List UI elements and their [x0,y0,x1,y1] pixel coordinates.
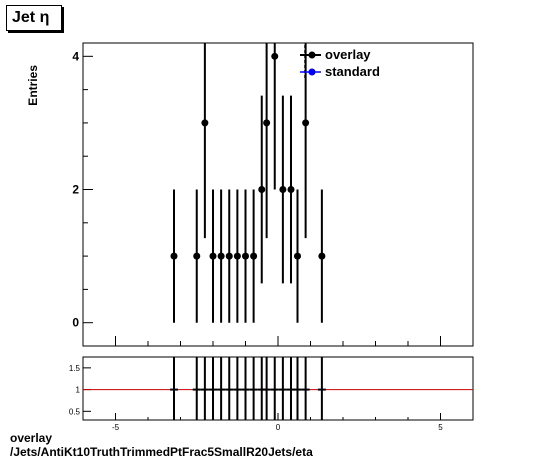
data-point [318,252,326,260]
main-plot-frame [82,42,474,347]
legend-overlay-marker [308,51,316,59]
data-point [294,252,301,260]
data-point [225,252,233,260]
caption-line-1: overlay [10,431,53,445]
legend-overlay-label: overlay [325,47,371,62]
legend-standard-label: standard [325,64,380,79]
ratio-x-tick-label: 0 [276,423,281,432]
y-tick-label: 2 [72,183,79,197]
ratio-x-tick-label: -5 [112,423,120,432]
data-point [209,252,217,260]
ratio-x-tick-label: 5 [438,423,443,432]
data-point [302,119,310,127]
legend-standard-marker [308,68,316,76]
ratio-y-tick-label: 0.5 [69,407,81,416]
ratio-plot-frame [82,356,474,421]
data-point [279,186,287,194]
data-point [201,119,209,127]
data-point [271,52,279,60]
caption-line-2: /Jets/AntiKt10TruthTrimmedPtFrac5SmallR2… [10,445,313,459]
y-tick-label: 0 [72,316,79,330]
data-point [242,252,249,260]
data-point [233,252,241,260]
data-point [258,186,266,194]
chart-title: Jet η [6,5,62,31]
data-point [170,252,178,260]
legend: overlay standard [300,45,380,79]
data-point [217,252,225,260]
data-point [287,186,295,194]
ratio-y-tick-label: 1.5 [69,364,81,373]
data-point [250,252,258,260]
data-point [193,252,201,260]
ratio-axes: -5 0 5 0.5 1 1.5 [69,364,474,432]
main-data-points [170,43,326,323]
data-point [263,119,271,127]
main-axes: 0 2 4 [72,49,474,346]
y-axis-label: Entries [26,65,40,106]
ratio-data-points [83,357,473,420]
ratio-y-tick-label: 1 [76,386,81,395]
y-tick-label: 4 [72,49,79,63]
